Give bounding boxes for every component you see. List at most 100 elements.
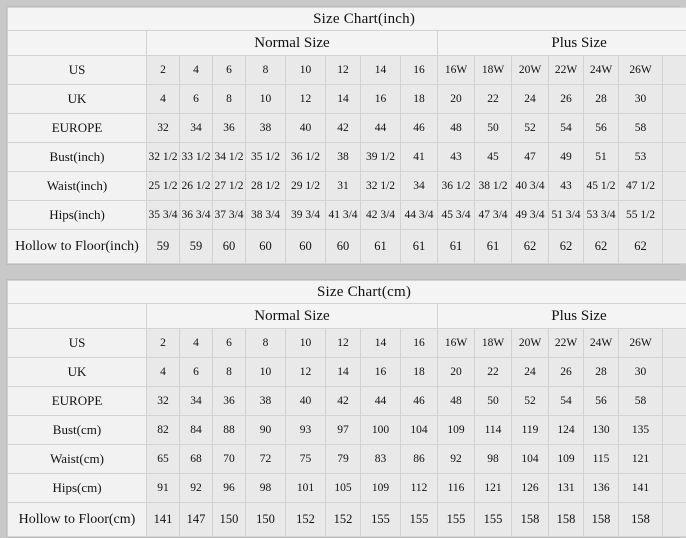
- table-cell: 26W: [619, 329, 663, 358]
- table-cell: 130: [584, 416, 619, 445]
- table-cell: 43: [549, 172, 584, 201]
- table-cell: 70: [213, 445, 246, 474]
- table-cell: 10: [246, 85, 286, 114]
- row-label: Hollow to Floor(inch): [8, 230, 147, 264]
- table-cell: 26: [549, 358, 584, 387]
- row-label: Bust(inch): [8, 143, 147, 172]
- table-cell: 50: [475, 114, 512, 143]
- table-cell: 158: [512, 503, 549, 537]
- table-cell: 12: [286, 85, 326, 114]
- table-cell: 131: [549, 474, 584, 503]
- table-cell-spacer: [663, 143, 686, 172]
- row-label: Waist(cm): [8, 445, 147, 474]
- table-cell-spacer: [663, 56, 686, 85]
- table-cell: 14: [326, 358, 361, 387]
- table-cell: 112: [401, 474, 438, 503]
- table-cell: 60: [326, 230, 361, 264]
- table-cell: 48: [438, 387, 475, 416]
- table-cell: 114: [475, 416, 512, 445]
- table-cell: 28: [584, 85, 619, 114]
- table-cell-spacer: [663, 503, 686, 537]
- table-cell: 51 3/4: [549, 201, 584, 230]
- table-cell: 109: [438, 416, 475, 445]
- table-cell: 20W: [512, 56, 549, 85]
- table-cell: 4: [180, 56, 213, 85]
- group-header-normal-size: Normal Size: [147, 304, 438, 329]
- table-cell: 16: [401, 56, 438, 85]
- table-cell: 39 1/2: [361, 143, 401, 172]
- table-cell: 40: [286, 114, 326, 143]
- table-cell: 45: [475, 143, 512, 172]
- table-cell: 126: [512, 474, 549, 503]
- table-cell: 121: [619, 445, 663, 474]
- table-cell: 38 3/4: [246, 201, 286, 230]
- table-cell: 61: [361, 230, 401, 264]
- table-cell: 124: [549, 416, 584, 445]
- table-cell: 158: [619, 503, 663, 537]
- table-cell: 62: [549, 230, 584, 264]
- table-cell: 97: [326, 416, 361, 445]
- table-cell: 2: [147, 329, 180, 358]
- table-cell: 33 1/2: [180, 143, 213, 172]
- table-cell: 147: [180, 503, 213, 537]
- table-cell: 155: [438, 503, 475, 537]
- table-cell: 59: [147, 230, 180, 264]
- table-cell: 60: [213, 230, 246, 264]
- table-cell: 60: [286, 230, 326, 264]
- table-cell: 2: [147, 56, 180, 85]
- chart-title-row: Size Chart(cm): [8, 281, 686, 304]
- table-cell: 48: [438, 114, 475, 143]
- table-cell: 32: [147, 114, 180, 143]
- table-cell-spacer: [663, 114, 686, 143]
- table-cell: 82: [147, 416, 180, 445]
- table-cell: 43: [438, 143, 475, 172]
- table-cell: 28: [584, 358, 619, 387]
- table-cell: 104: [401, 416, 438, 445]
- table-cell: 22: [475, 358, 512, 387]
- table-cell: 52: [512, 387, 549, 416]
- table-cell: 39 3/4: [286, 201, 326, 230]
- table-cell: 79: [326, 445, 361, 474]
- table-cell: 150: [246, 503, 286, 537]
- table-cell: 92: [180, 474, 213, 503]
- table-cell: 105: [326, 474, 361, 503]
- table-cell: 104: [512, 445, 549, 474]
- table-cell: 30: [619, 358, 663, 387]
- table-cell: 6: [213, 56, 246, 85]
- table-cell: 38 1/2: [475, 172, 512, 201]
- table-cell: 24W: [584, 56, 619, 85]
- table-cell: 6: [180, 358, 213, 387]
- table-cell: 55 1/2: [619, 201, 663, 230]
- row-label: EUROPE: [8, 387, 147, 416]
- table-cell-spacer: [663, 329, 686, 358]
- table-cell: 152: [326, 503, 361, 537]
- table-cell: 38: [246, 387, 286, 416]
- row-label: EUROPE: [8, 114, 147, 143]
- table-cell-spacer: [663, 230, 686, 264]
- table-cell: 22: [475, 85, 512, 114]
- row-label: UK: [8, 85, 147, 114]
- table-cell: 42: [326, 387, 361, 416]
- table-cell: 47 3/4: [475, 201, 512, 230]
- row-label: Hollow to Floor(cm): [8, 503, 147, 537]
- group-header-normal-size: Normal Size: [147, 31, 438, 56]
- table-cell: 116: [438, 474, 475, 503]
- table-cell: 98: [246, 474, 286, 503]
- table-cell: 16: [401, 329, 438, 358]
- row-label: Waist(inch): [8, 172, 147, 201]
- table-cell: 24: [512, 358, 549, 387]
- table-cell: 96: [213, 474, 246, 503]
- table-cell: 8: [213, 358, 246, 387]
- table-cell: 8: [213, 85, 246, 114]
- table-cell: 44: [361, 114, 401, 143]
